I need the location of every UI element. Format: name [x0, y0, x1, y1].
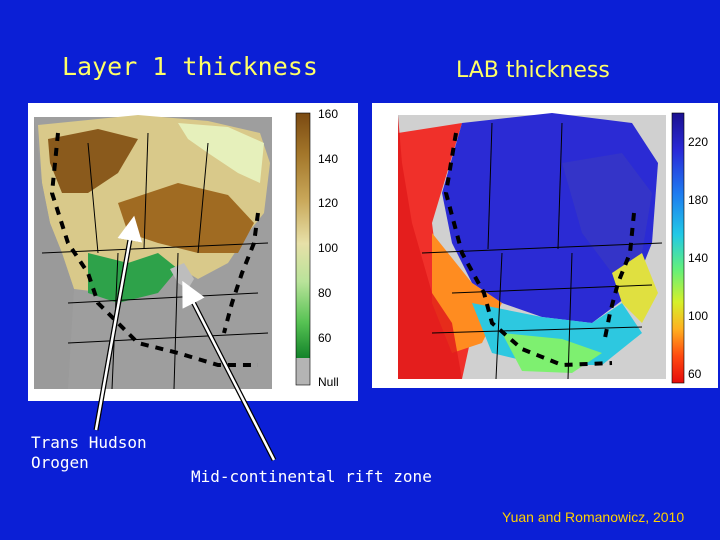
green-zone-south: [502, 333, 602, 373]
left-cb-tick-4: 80: [318, 286, 332, 300]
left-cb-tick-0: 160: [318, 107, 338, 121]
left-map-title: Layer 1 thickness: [62, 52, 318, 81]
midcontinental-rift-label: Mid-continental rift zone: [191, 467, 432, 486]
thick-zone-north: [48, 129, 138, 193]
red-zone-coast: [398, 115, 462, 379]
citation: Yuan and Romanowicz, 2010: [502, 509, 685, 525]
craton-boundary-east: [222, 212, 260, 334]
right-cb-tick-2: 140: [688, 251, 708, 265]
craton-boundary: [443, 132, 613, 368]
right-colorbar: [671, 112, 685, 384]
trans-hudson-arrow: [94, 215, 143, 431]
left-cb-tick-6: Null: [318, 375, 339, 389]
yellow-zone-east: [612, 253, 658, 323]
layer1-thickness-map-panel: 160 140 120 100 80 60 Null: [28, 103, 358, 401]
right-cb-tick-3: 100: [688, 309, 708, 323]
west-null-area: [34, 117, 74, 389]
layer1-thickness-map: 160 140 120 100 80 60 Null: [34, 107, 339, 390]
left-cb-tick-1: 140: [318, 152, 338, 166]
left-cb-tick-5: 60: [318, 331, 332, 345]
political-borders: [41, 132, 269, 390]
thin-zone-northeast: [178, 123, 264, 183]
right-cb-tick-1: 180: [688, 193, 708, 207]
lab-thickness-map: 220 180 140 100 60: [398, 112, 708, 384]
left-colorbar: [295, 112, 311, 386]
rift-zone-arrow: [182, 280, 276, 461]
right-cb-tick-4: 60: [688, 367, 702, 381]
left-cb-tick-2: 120: [318, 196, 338, 210]
right-cb-tick-0: 220: [688, 135, 708, 149]
right-map-title: LAB thickness: [456, 58, 610, 83]
lab-thickness-map-panel: 220 180 140 100 60: [372, 103, 718, 388]
green-zone: [88, 253, 178, 303]
trans-hudson-label: Trans Hudson Orogen: [31, 433, 147, 472]
thick-zone-central: [118, 183, 254, 253]
left-cb-tick-3: 100: [318, 241, 338, 255]
